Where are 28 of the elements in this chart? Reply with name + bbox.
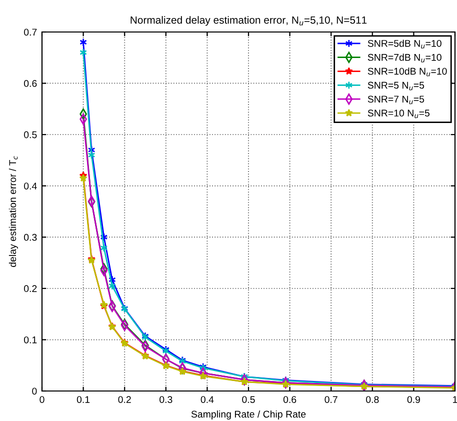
y-tick-label: 0.5 xyxy=(24,131,37,138)
x-tick-label: 1 xyxy=(453,396,457,403)
chart-title: Normalized delay estimation error, N$_{u}$=5,10, N=511 xyxy=(130,16,367,26)
x-tick-label: 0.2 xyxy=(118,396,131,403)
legend-label: SNR=5 N$_{u}$=5 xyxy=(368,82,424,90)
x-tick-label: 0.3 xyxy=(160,396,172,403)
legend-label: SNR=5dB N$_{u}$=10 xyxy=(368,40,442,48)
x-tick-label: 0 xyxy=(40,396,44,403)
legend-label: SNR=10 N$_{u}$=5 xyxy=(368,110,430,118)
x-tick-label: 0.9 xyxy=(407,396,420,403)
x-tick-label: 0.4 xyxy=(200,396,214,403)
y-axis-title: delay estimation error / T$_{c}$ xyxy=(8,156,18,267)
y-tick-label: 0.6 xyxy=(24,80,37,87)
legend-label: SNR=10dB N$_{u}$=10 xyxy=(368,68,447,76)
x-tick-label: 0.7 xyxy=(324,396,338,403)
y-tick-label: 0.3 xyxy=(24,234,37,241)
legend-label: SNR=7dB N$_{u}$=10 xyxy=(368,54,442,62)
y-tick-label: 0.2 xyxy=(24,285,37,292)
legend-label: SNR=7 N$_{u}$=5 xyxy=(368,96,424,104)
y-tick-label: 0 xyxy=(32,388,37,395)
y-tick-label: 0.4 xyxy=(24,182,37,190)
x-tick-label: 0.5 xyxy=(242,396,255,403)
y-tick-label: 0.1 xyxy=(24,336,37,344)
x-axis-title: Sampling Rate / Chip Rate xyxy=(191,410,306,420)
x-tick-label: 0.1 xyxy=(76,396,90,403)
y-tick-label: 0.7 xyxy=(24,28,37,36)
x-tick-label: 0.8 xyxy=(366,396,379,403)
x-tick-label: 0.6 xyxy=(283,396,296,403)
